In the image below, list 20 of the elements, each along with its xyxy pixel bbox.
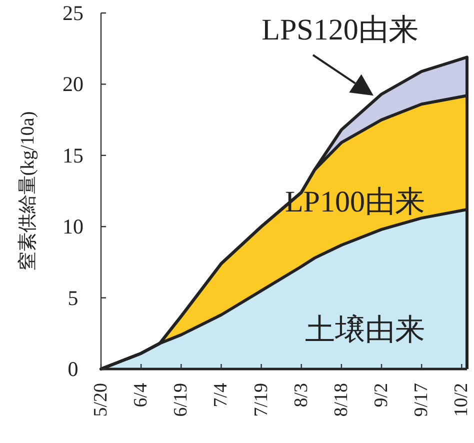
x-tick-label: 8/3 <box>290 383 312 408</box>
y-tick-label: 25 <box>62 1 84 25</box>
x-tick-label: 6/19 <box>170 383 192 417</box>
y-tick-label: 15 <box>62 143 84 168</box>
x-tick-label: 6/4 <box>130 382 152 408</box>
x-tick-label: 5/20 <box>90 383 112 417</box>
y-tick-label: 20 <box>62 72 84 96</box>
x-tick-label: 9/17 <box>411 383 432 417</box>
x-tick-label: 9/2 <box>371 383 392 408</box>
series-label: 土壌由来 <box>305 314 425 346</box>
y-tick-label: 10 <box>62 214 84 239</box>
annotation: LPS120由来 <box>262 14 418 46</box>
y-axis-title: 窒素供給量(kg/10a) <box>16 111 38 271</box>
y-tick-label: 0 <box>68 357 78 381</box>
x-tick-label: 8/18 <box>330 383 352 417</box>
x-tick-label: 7/19 <box>250 383 272 417</box>
series-label: LP100由来 <box>284 186 426 218</box>
x-tick-label: 7/4 <box>210 382 232 408</box>
y-tick-label: 5 <box>68 286 78 310</box>
x-tick-label: 10/2 <box>451 383 472 417</box>
